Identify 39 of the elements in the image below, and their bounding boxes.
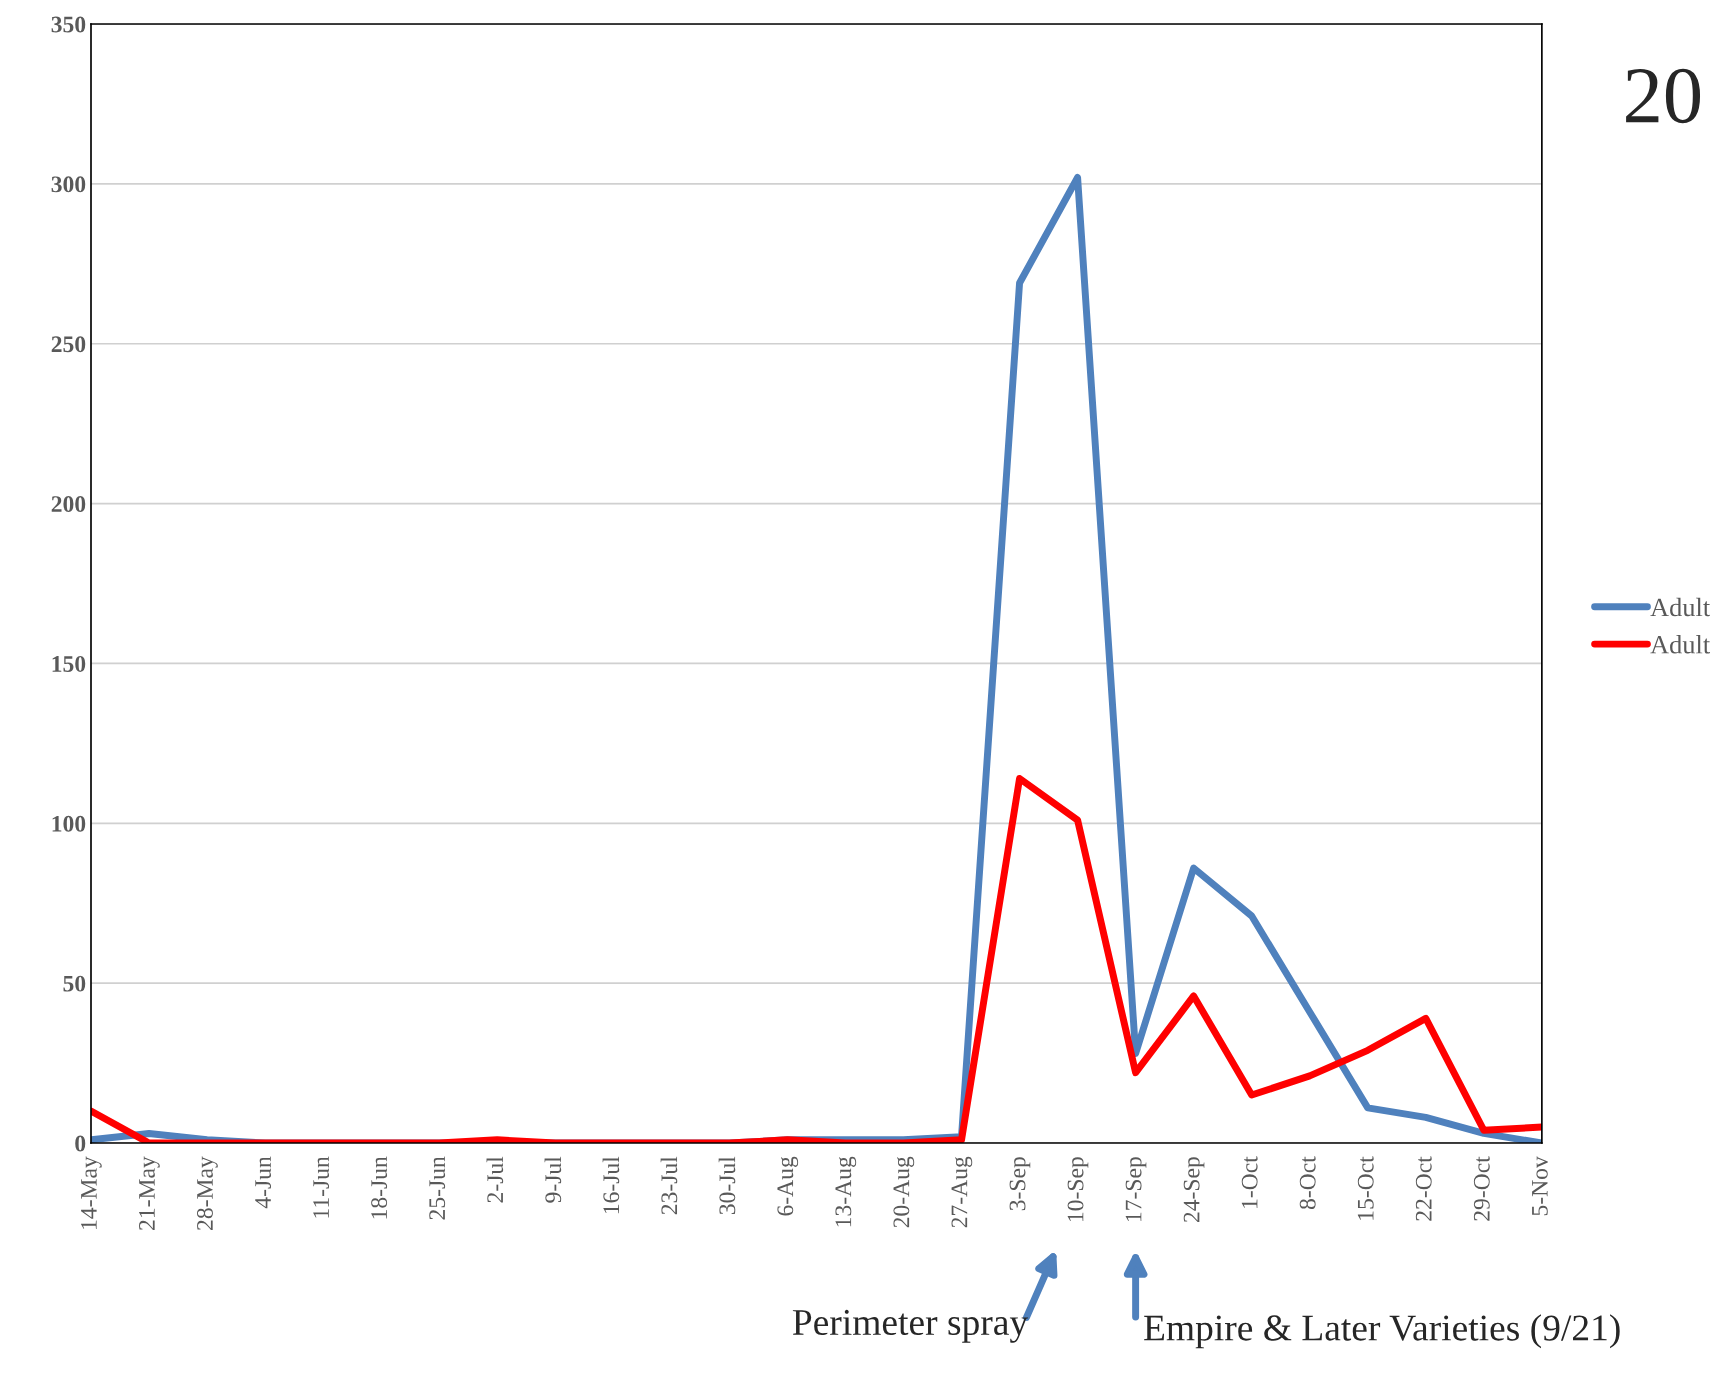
x-tick-label: 16-Jul — [602, 1156, 620, 1214]
x-tick-label: 29-Oct — [1473, 1156, 1490, 1221]
x-tick-label: 1-Oct — [1241, 1156, 1258, 1208]
x-tick-label: 21-May — [139, 1156, 160, 1230]
x-tick-label: 6-Aug — [777, 1156, 799, 1216]
legend-label: Adult — [1650, 597, 1711, 617]
y-tick-label: 350 — [51, 16, 86, 33]
y-tick-label: 200 — [51, 496, 86, 513]
y-tick-label: 50 — [63, 975, 86, 992]
x-tick-label: 3-Sep — [1009, 1157, 1031, 1211]
x-tick-label: 14-May — [81, 1156, 102, 1229]
text: Empire & Later Varieties (9/21) — [1144, 1314, 1620, 1349]
x-tick-label: 27-Aug — [951, 1156, 973, 1228]
x-tick-label: 2-Jul — [486, 1156, 504, 1203]
y-tick-label: 0 — [75, 1135, 86, 1152]
x-tick-label: 9-Jul — [544, 1156, 562, 1203]
x-tick-label: 8-Oct — [1299, 1156, 1316, 1210]
x-tick-label: 30-Jul — [718, 1156, 736, 1215]
y-tick-label: 150 — [52, 655, 86, 672]
x-tick-label: 20-Aug — [893, 1156, 915, 1228]
x-tick-label: 15-Oct — [1357, 1156, 1374, 1220]
x-tick-label: 5-Nov — [1532, 1156, 1548, 1216]
x-tick-label: 25-Jun — [429, 1156, 446, 1220]
x-tick-label: 18-Jun — [371, 1156, 388, 1219]
x-tick-label: 23-Jul — [660, 1156, 678, 1215]
y-tick-label: 300 — [51, 176, 86, 193]
x-tick-label: 24-Sep — [1183, 1157, 1205, 1223]
x-tick-label: 22-Oct — [1415, 1156, 1432, 1221]
x-tick-label: 4-Jun — [255, 1156, 272, 1209]
x-tick-label: 17-Sep — [1125, 1157, 1147, 1222]
y-tick-label: 100 — [52, 815, 86, 832]
x-tick-label: 13-Aug — [835, 1156, 857, 1227]
text: Perimeter spray — [792, 1309, 1029, 1343]
legend-label: Adult — [1650, 635, 1711, 654]
x-tick-label: 28-May — [196, 1156, 218, 1230]
chart-title: 20 — [1626, 68, 1701, 124]
x-tick-label: 10-Sep — [1067, 1157, 1089, 1222]
x-tick-label: 11-Jun — [313, 1156, 330, 1218]
y-tick-label: 250 — [51, 336, 86, 353]
